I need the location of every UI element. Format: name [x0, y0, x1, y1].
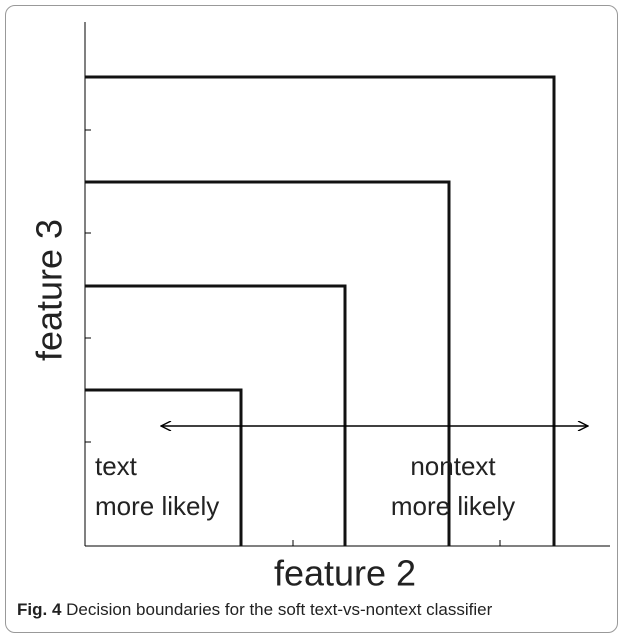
axes: [84, 22, 610, 547]
caption-label: Fig. 4: [17, 600, 62, 619]
x-axis-label: feature 2: [274, 553, 416, 594]
y-axis-label: feature 3: [29, 219, 70, 361]
label: more likely: [391, 491, 515, 521]
label: nontext: [410, 451, 496, 481]
caption-text: Decision boundaries for the soft text-vs…: [66, 600, 493, 619]
figure-frame: [5, 5, 618, 633]
label: text: [95, 451, 138, 481]
label: more likely: [95, 491, 219, 521]
caption: Fig. 4 Decision boundaries for the soft …: [17, 600, 492, 620]
